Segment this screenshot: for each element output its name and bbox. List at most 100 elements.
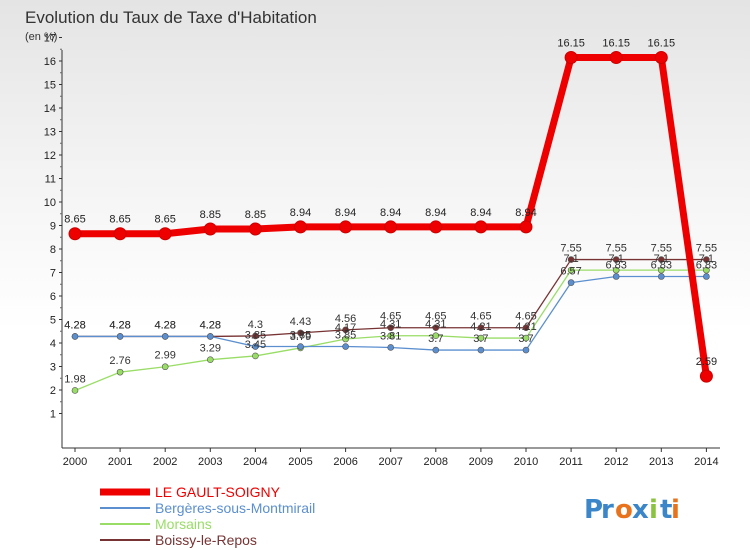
data-label: 6.57	[560, 266, 581, 278]
x-tick-label: 2010	[514, 456, 538, 468]
data-label: 4.56	[335, 313, 356, 325]
data-label: 8.85	[200, 209, 221, 221]
brand-letter: x	[632, 495, 649, 525]
data-label: 4.65	[470, 311, 491, 323]
data-point-0	[654, 50, 668, 64]
y-tick-label: 16	[44, 56, 56, 68]
data-label: 8.94	[425, 207, 446, 219]
data-point-0	[474, 220, 488, 234]
chart-title: Evolution du Taux de Taxe d'Habitation	[25, 8, 317, 27]
y-tick-label: 13	[44, 127, 56, 139]
data-label: 16.15	[648, 37, 676, 49]
data-point-2	[522, 334, 530, 342]
y-tick-label: 10	[44, 197, 56, 209]
data-point-3	[657, 256, 665, 263]
brand-letter: o	[615, 495, 633, 525]
data-point-1	[342, 343, 349, 350]
data-label: 4.3	[248, 319, 263, 331]
brand-logo: Pr o x i ti	[584, 495, 680, 525]
series-layer	[68, 50, 713, 394]
y-tick-label: 15	[44, 80, 56, 92]
data-point-2	[612, 266, 620, 274]
y-tick-label: 9	[50, 221, 56, 233]
data-point-2	[703, 266, 710, 274]
data-point-1	[387, 344, 395, 351]
y-tick-label: 2	[50, 385, 56, 397]
y-tick-label: 8	[50, 244, 56, 256]
data-point-0	[158, 227, 172, 241]
x-tick-label: 2013	[649, 456, 673, 468]
data-point-3	[252, 332, 259, 340]
brand-letter: t	[660, 495, 672, 525]
data-point-1	[161, 333, 169, 340]
data-point-0	[609, 50, 623, 64]
data-label: 4.28	[64, 319, 85, 331]
data-label: 8.94	[290, 207, 311, 219]
data-point-1	[432, 346, 440, 354]
data-point-0	[203, 222, 217, 236]
legend-label: Boissy-le-Repos	[155, 532, 257, 548]
x-tick-label: 2002	[153, 456, 177, 468]
data-label: 3.7	[518, 333, 533, 345]
data-point-1	[252, 343, 259, 350]
x-tick-label: 2001	[108, 456, 132, 468]
data-point-0	[248, 222, 262, 236]
x-tick-label: 2012	[604, 456, 628, 468]
y-tick-label: 6	[50, 291, 56, 303]
legend-label: Bergères-sous-Montmirail	[155, 500, 315, 516]
data-label: 2.99	[154, 350, 175, 362]
data-point-3	[522, 324, 530, 332]
data-label: 8.65	[64, 214, 85, 226]
data-label: 3.85	[290, 330, 311, 342]
y-tick-label: 1	[50, 409, 56, 421]
data-label: 3.85	[245, 330, 266, 342]
data-point-0	[113, 227, 127, 241]
data-label: 3.7	[428, 333, 443, 345]
x-tick-label: 2014	[694, 456, 718, 468]
data-point-3	[612, 256, 620, 263]
data-point-0	[429, 220, 443, 234]
data-point-3	[387, 324, 395, 332]
data-point-2	[71, 387, 79, 394]
data-point-0	[564, 50, 578, 64]
x-tick-label: 2011	[559, 456, 583, 468]
data-point-2	[207, 356, 214, 363]
x-tick-label: 2003	[198, 456, 222, 468]
data-label: 7.55	[560, 243, 581, 255]
legend: LE GAULT-SOIGNYBergères-sous-MontmirailM…	[100, 484, 315, 548]
chart-subtitle: (en %)	[25, 31, 57, 43]
data-point-2	[477, 334, 485, 342]
data-label: 7.1	[654, 253, 669, 265]
data-point-2	[432, 332, 440, 340]
data-point-1	[522, 346, 530, 354]
data-label: 4.65	[380, 311, 401, 323]
data-label: 8.65	[154, 214, 175, 226]
data-point-0	[294, 220, 307, 234]
y-tick-label: 12	[44, 150, 56, 162]
data-point-3	[342, 326, 349, 334]
data-label: 6.83	[605, 259, 626, 271]
data-point-1	[703, 273, 710, 280]
y-tick-label: 17	[44, 33, 56, 45]
data-label: 1.98	[64, 373, 85, 385]
data-point-1	[116, 333, 124, 340]
data-label: 4.28	[154, 319, 175, 331]
data-label: 3.85	[335, 330, 356, 342]
data-label: 4.43	[290, 316, 311, 328]
data-point-0	[519, 220, 533, 234]
legend-label: LE GAULT-SOIGNY	[155, 484, 281, 500]
data-labels: 8.65 8.65 8.65 8.85 8.85 8.94 8.94 8.94 8.94 8.94…	[64, 37, 717, 385]
data-label: 4.65	[425, 311, 446, 323]
data-label: 4.31	[425, 319, 446, 331]
x-tick-label: 2000	[63, 456, 87, 468]
data-point-0	[699, 369, 713, 383]
data-label: 7.55	[651, 243, 672, 255]
data-label: 8.94	[335, 207, 356, 219]
data-label: 4.28	[64, 319, 85, 331]
data-label: 8.94	[470, 207, 491, 219]
data-label: 4.28	[109, 319, 130, 331]
data-label: 4.65	[515, 311, 536, 323]
data-label: 8.65	[109, 214, 130, 226]
